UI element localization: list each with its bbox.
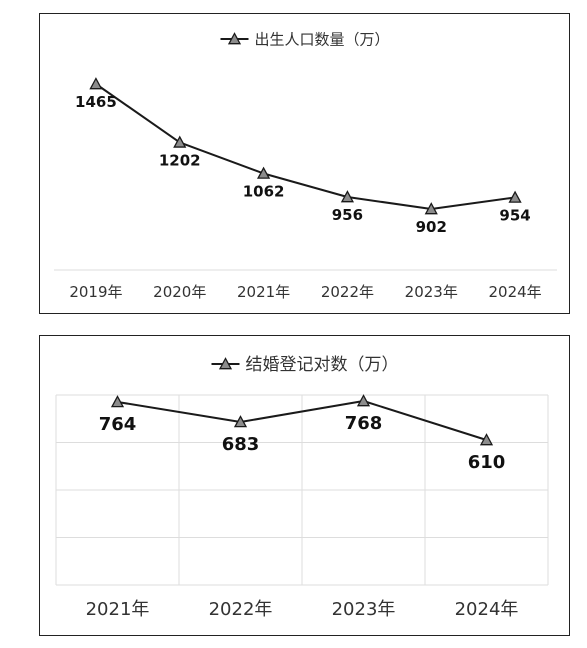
- birth-x-tick-1: 2020年: [153, 283, 206, 301]
- birth-point-5: [508, 190, 522, 203]
- birth-point-3: [340, 190, 355, 203]
- marriage-chart: 结婚登记对数（万） 764 2021年 683 2022年 768 2023年 610 2024…: [55, 355, 549, 620]
- birth-chart: 出生人口数量（万） 1465 2019年 1202 2020年 1062 2021年 956 2…: [54, 30, 557, 301]
- marriage-chart-panel: 结婚登记对数（万） 764 2021年 683 2022年 768 2023年 610 2024…: [39, 335, 570, 636]
- birth-x-tick-0: 2019年: [69, 283, 122, 301]
- birth-point-0: [89, 77, 103, 90]
- marriage-point-1: [233, 415, 248, 428]
- birth-data-label-1: 1202: [159, 151, 201, 169]
- marriage-x-tick-3: 2024年: [455, 599, 519, 620]
- marriage-point-0: [110, 395, 125, 408]
- birth-data-label-4: 902: [416, 218, 447, 236]
- birth-x-tick-5: 2024年: [488, 283, 541, 301]
- birth-data-label-5: 954: [499, 206, 530, 224]
- birth-x-tick-3: 2022年: [321, 283, 374, 301]
- birth-legend-marker: [227, 32, 242, 45]
- birth-data-label-0: 1465: [75, 93, 117, 111]
- marriage-series-line: [117, 400, 487, 441]
- birth-data-label-3: 956: [332, 206, 363, 224]
- birth-chart-panel: 出生人口数量（万） 1465 2019年 1202 2020年 1062 2021年 956 2…: [39, 13, 570, 314]
- marriage-legend-label: 结婚登记对数（万）: [246, 355, 399, 375]
- marriage-point-3: [479, 433, 494, 446]
- birth-point-1: [173, 135, 187, 148]
- marriage-x-tick-0: 2021年: [86, 599, 150, 620]
- marriage-x-tick-1: 2022年: [209, 599, 273, 620]
- birth-series-line: [95, 83, 516, 210]
- marriage-data-label-3: 610: [468, 452, 506, 473]
- marriage-data-label-1: 683: [222, 434, 260, 455]
- marriage-data-label-2: 768: [345, 413, 383, 434]
- birth-x-tick-2: 2021年: [237, 283, 290, 301]
- birth-point-4: [424, 202, 438, 215]
- birth-data-label-2: 1062: [243, 182, 285, 200]
- birth-point-2: [256, 166, 271, 179]
- marriage-data-label-0: 764: [99, 414, 137, 435]
- marriage-x-tick-2: 2023年: [332, 599, 396, 620]
- birth-x-tick-4: 2023年: [405, 283, 458, 301]
- birth-legend-label: 出生人口数量（万）: [255, 30, 390, 48]
- marriage-point-2: [356, 394, 371, 407]
- marriage-legend-marker: [218, 357, 233, 370]
